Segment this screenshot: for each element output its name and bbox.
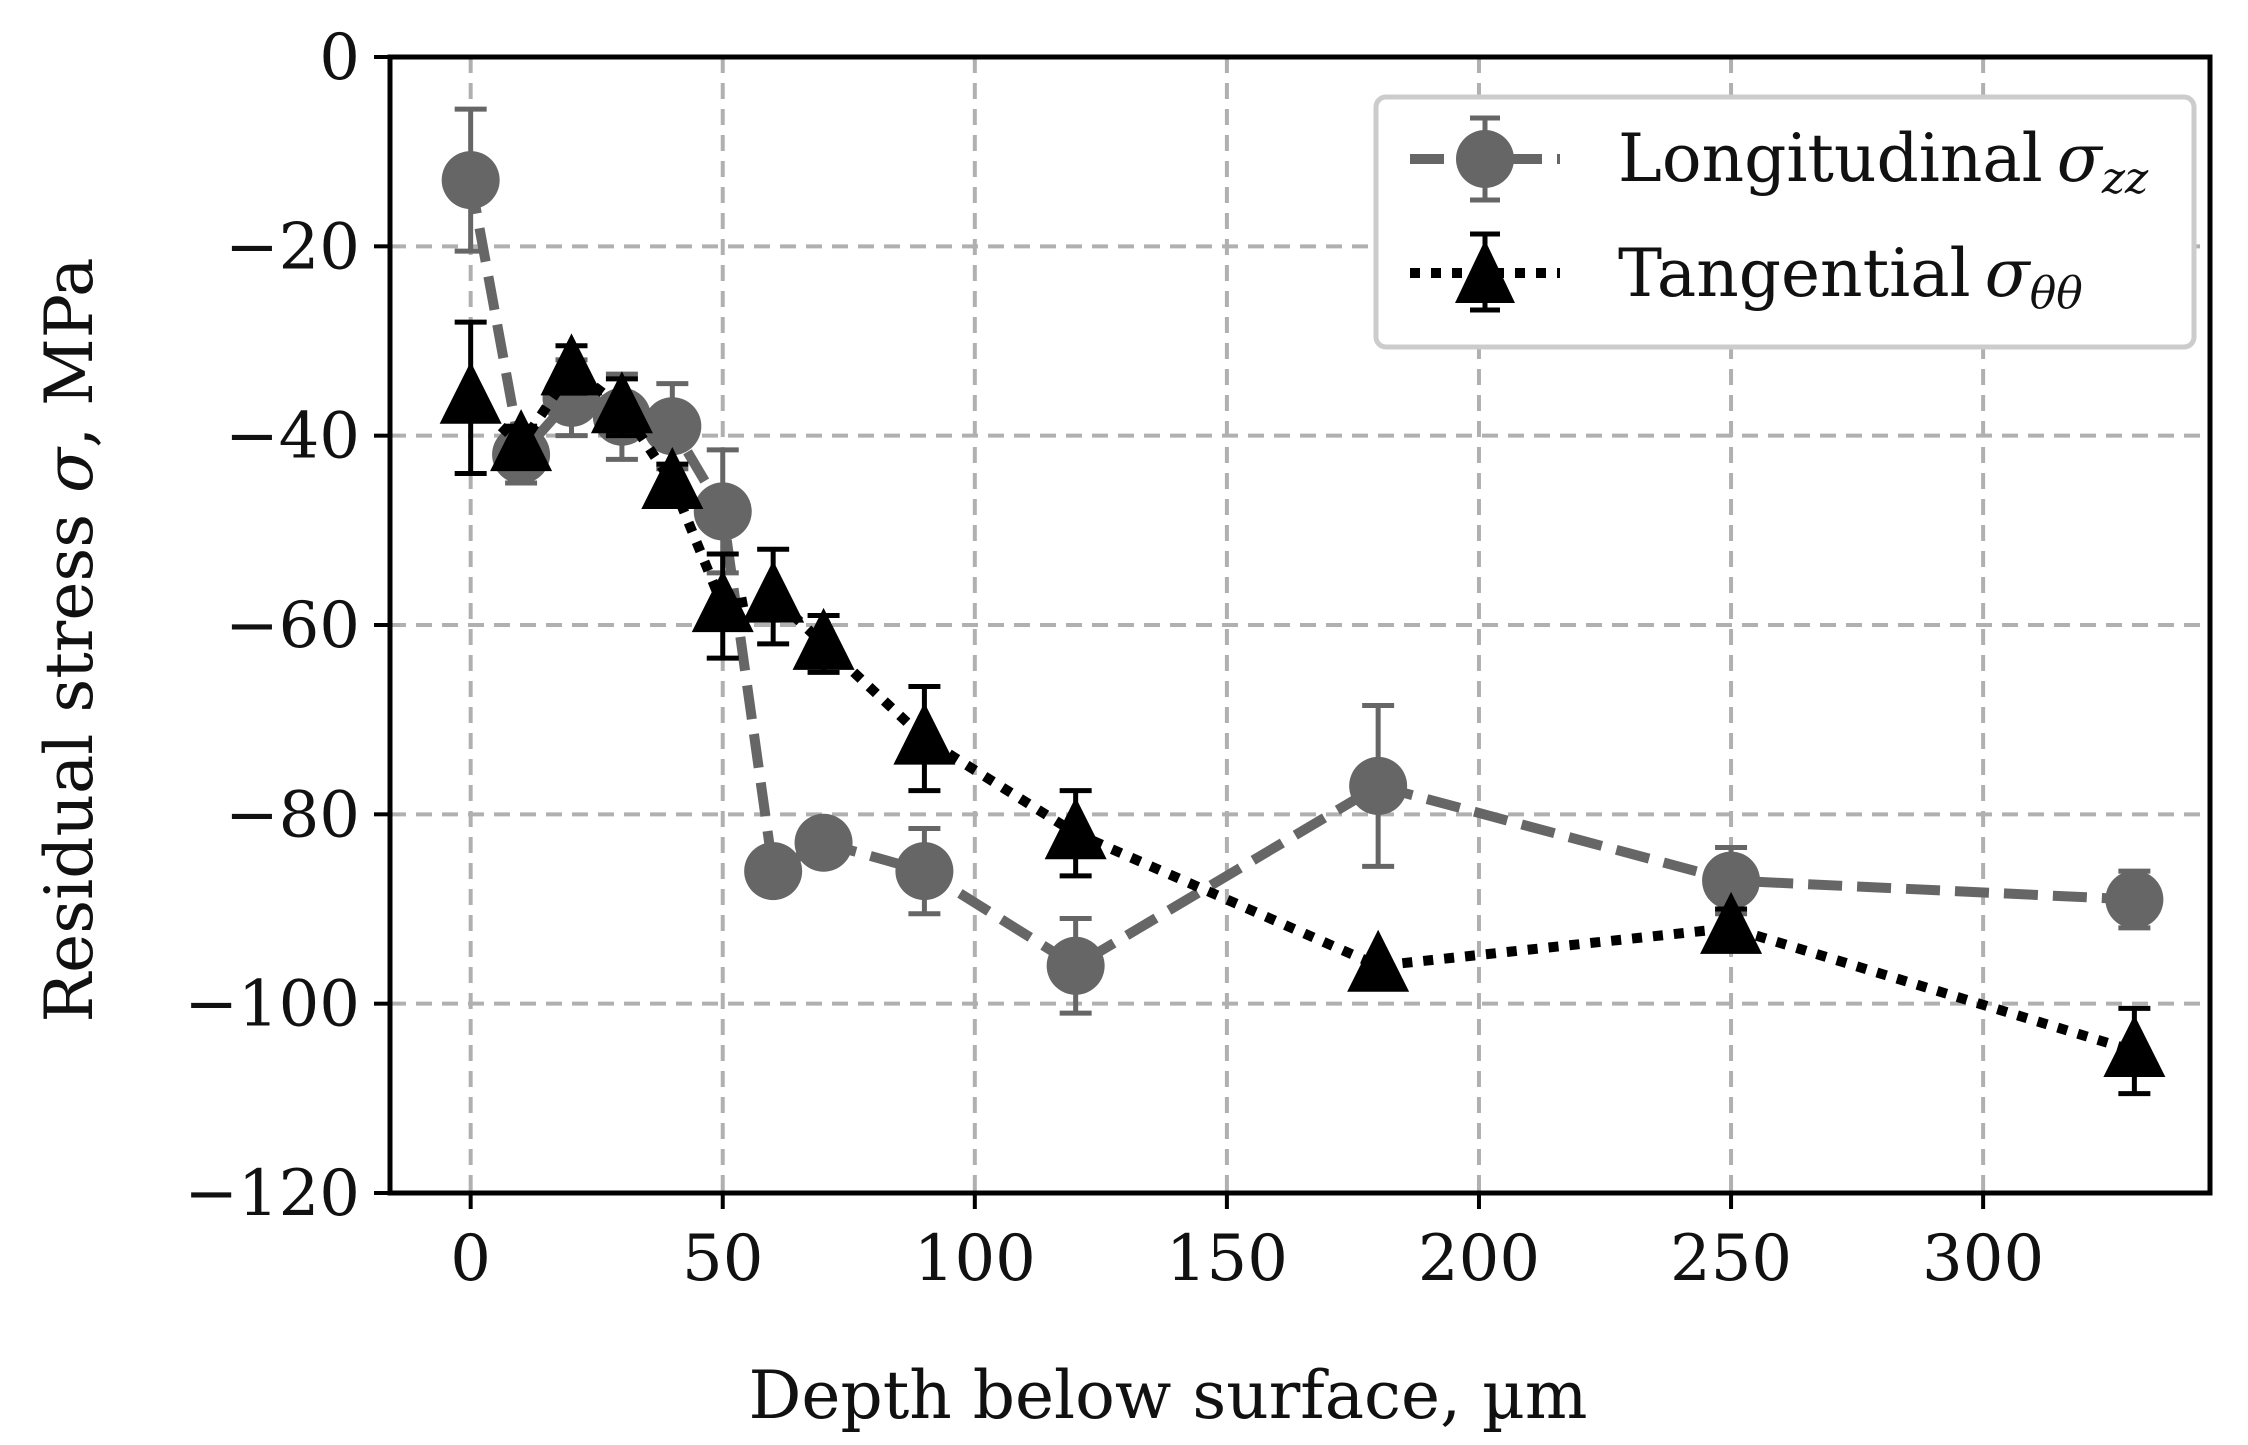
y-axis-title-text: Residual stress [31,493,108,1023]
legend-name-tangential: Tangential [1618,235,1971,312]
data-point-longitudinal [1349,756,1408,815]
data-point-tangential [893,702,956,765]
data-point-tangential [1044,797,1107,860]
data-point-tangential [1347,929,1410,992]
legend-symbol-tangential: σ [1985,235,2032,312]
x-tick-label: 50 [682,1222,763,1296]
legend-entry-tangential: Tangential σθθ [1410,231,2083,319]
legend-marker-longitudinal [1456,130,1514,188]
data-point-longitudinal [744,842,803,901]
data-point-tangential [691,570,754,633]
y-axis-title-symbol: σ [31,446,108,493]
data-point-longitudinal [643,397,702,456]
x-tick-label: 0 [450,1222,491,1296]
legend: Longitudinal σzz Tangential σθθ [1373,94,2197,350]
legend-label-tangential: Tangential σθθ [1618,235,2083,319]
y-tick-label: −100 [184,968,360,1042]
legend-symbol-longitudinal: σ [2057,120,2104,197]
data-point-longitudinal [2105,870,2164,929]
y-tick-label: −20 [225,210,360,284]
legend-marker-tangential [1455,240,1515,303]
x-axis-title: Depth below surface, µm [748,1357,1587,1434]
legend-entry-longitudinal: Longitudinal σzz [1410,115,2149,204]
plot-frame [387,54,2213,1196]
y-axis-title-unit: , MPa [31,257,108,447]
legend-subscript-longitudinal: zz [2101,153,2149,204]
data-point-tangential [490,409,553,472]
data-point-longitudinal [895,842,954,901]
y-tick-label: −120 [184,1157,360,1231]
x-tick-label: 250 [1670,1222,1792,1296]
y-axis-ticks: 0 −20 −40 −60 −80 −100 −120 [184,21,390,1231]
series-line-tangential [467,362,2136,1056]
x-tick-label: 300 [1922,1222,2044,1296]
series-longitudinal [441,106,2164,1016]
x-tick-label: 150 [1166,1222,1288,1296]
data-point-tangential [540,333,603,396]
data-point-tangential [742,560,805,623]
data-point-longitudinal [794,813,853,872]
legend-box [1373,94,2197,350]
series-tangential [439,319,2166,1097]
y-tick-label: −80 [225,778,360,852]
y-tick-label: −60 [225,589,360,663]
data-point-tangential [2103,1015,2166,1077]
data-point-longitudinal [1046,936,1105,995]
legend-name-longitudinal: Longitudinal [1618,120,2043,197]
data-point-tangential [792,607,855,670]
data-point-tangential [1700,891,1763,954]
y-axis-title: Residual stress σ, MPa [31,257,108,1022]
x-tick-label: 200 [1418,1222,1540,1296]
legend-subscript-tangential: θθ [2030,268,2083,319]
y-tick-label: −40 [225,400,360,474]
x-axis-ticks: 0 50 100 150 200 250 300 [450,1193,2044,1296]
data-point-longitudinal [441,151,500,210]
data-point-tangential [439,361,502,424]
data-point-longitudinal [693,482,752,541]
data-point-longitudinal [1702,851,1761,910]
series [439,106,2166,1097]
y-tick-label: 0 [319,21,360,95]
legend-label-longitudinal: Longitudinal σzz [1618,120,2149,204]
x-tick-label: 100 [914,1222,1036,1296]
data-point-tangential [641,447,704,509]
data-point-tangential [590,371,653,434]
